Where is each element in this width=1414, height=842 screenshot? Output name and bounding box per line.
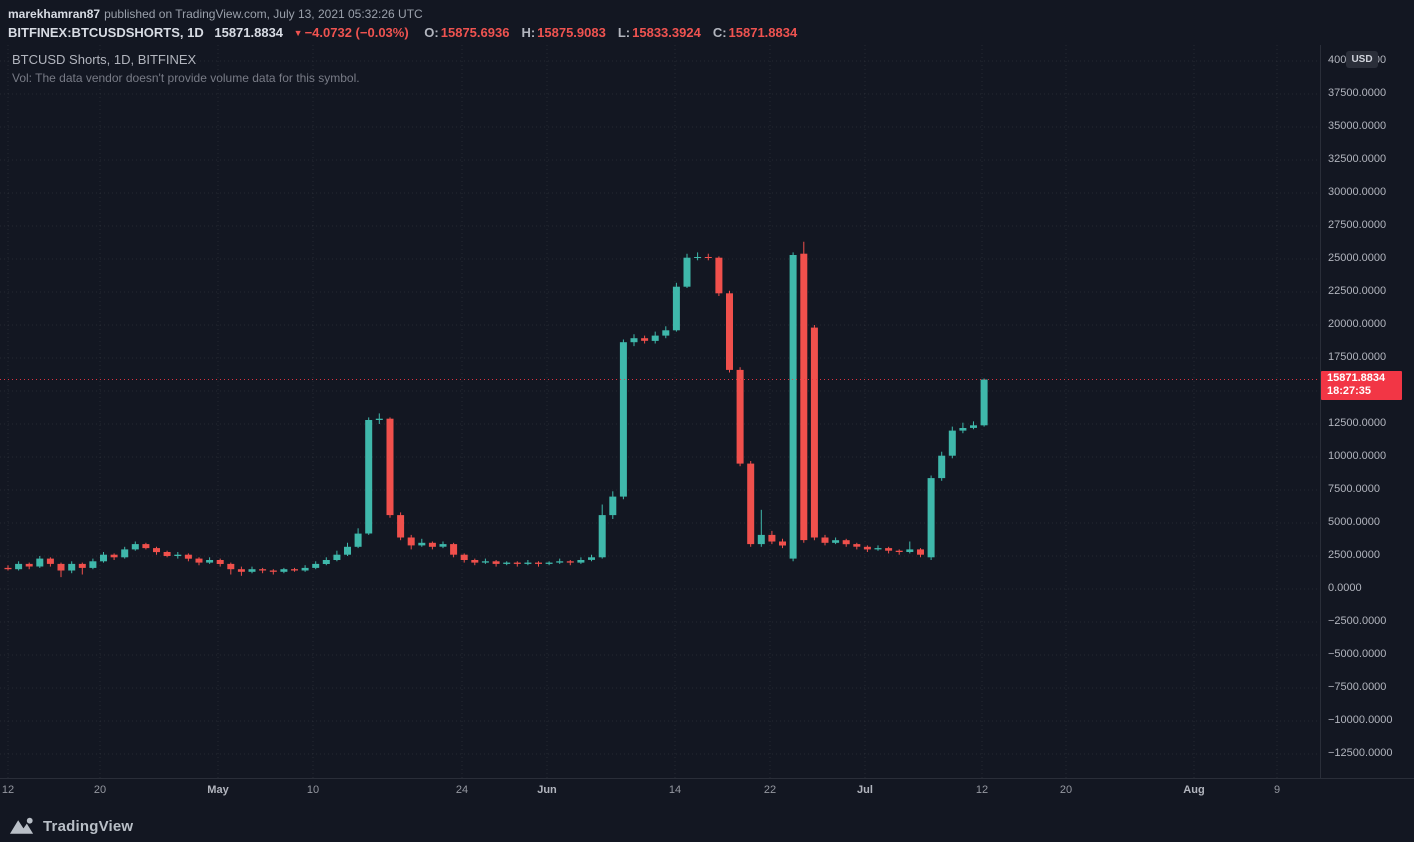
price-axis-label: 30000.0000 [1328,186,1387,198]
time-axis-label: 9 [1273,784,1281,796]
ohlc-c: C: 15871.8834 [712,25,798,40]
time-axis-label: 20 [93,784,107,796]
tradingview-logo-icon [9,816,36,836]
volume-note: Vol: The data vendor doesn't provide vol… [12,71,360,85]
price-axis[interactable]: USD 15871.8834 18:27:35 40000.000037500.… [1321,45,1414,778]
price-axis-label: 32500.0000 [1328,153,1387,165]
price-axis-label: −2500.0000 [1328,615,1387,627]
price-axis-label: 37500.0000 [1328,87,1387,99]
price-axis-label: −7500.0000 [1328,681,1387,693]
header-last-price: 15871.8834 [214,25,284,40]
price-axis-label: −5000.0000 [1328,648,1387,660]
price-axis-label: 17500.0000 [1328,351,1387,363]
price-axis-label: 5000.0000 [1328,516,1380,528]
time-axis-label: 24 [455,784,469,796]
time-axis[interactable]: 12 20 May 10 24 Jun 14 22 Jul 12 20 Aug 9 [0,778,1320,806]
time-axis-label: 12 [975,784,989,796]
author-username[interactable]: marekhamran87 [8,7,101,21]
publication-line: marekhamran87 published on TradingView.co… [8,7,1406,21]
ohlc-values: O: 15875.6936 H: 15875.9083 L: 15833.3924 C: 15… [412,25,797,40]
price-change: ▼ −4.0732 (−0.03%) [294,25,409,40]
time-axis-label: 10 [306,784,320,796]
time-axis-label: 14 [668,784,682,796]
currency-toggle-button[interactable]: USD [1346,51,1378,68]
down-arrow-icon: ▼ [293,28,303,38]
chart-legend: BTCUSD Shorts, 1D, BITFINEX Vol: The dat… [12,52,360,85]
price-axis-label: 0.0000 [1328,582,1362,594]
time-axis-label: May [207,784,229,796]
price-axis-label: 10000.0000 [1328,450,1387,462]
time-axis-label: 12 [1,784,15,796]
price-axis-label: 20000.0000 [1328,318,1387,330]
price-axis-label: 25000.0000 [1328,252,1387,264]
price-axis-label: 7500.0000 [1328,483,1380,495]
price-axis-label: 12500.0000 [1328,417,1387,429]
time-axis-label: 20 [1059,784,1073,796]
time-axis-label: 22 [763,784,777,796]
symbol-status-line: BITFINEX:BTCUSDSHORTS, 1D 15871.8834 ▼ −4… [8,25,1406,40]
price-axis-label: −10000.0000 [1328,714,1393,726]
ohlc-l: L: 15833.3924 [617,25,701,40]
time-axis-label: Jul [857,784,873,796]
price-axis-label: 22500.0000 [1328,285,1387,297]
price-axis-label: −12500.0000 [1328,747,1393,759]
last-price-label-value: 15871.8834 [1327,372,1386,385]
symbol-title[interactable]: BITFINEX:BTCUSDSHORTS, 1D [8,25,204,40]
ohlc-o: O: 15875.6936 [424,25,510,40]
publication-header: marekhamran87 published on TradingView.co… [0,0,1414,40]
bar-countdown: 18:27:35 [1327,385,1372,398]
price-axis-label: 35000.0000 [1328,120,1387,132]
time-axis-label: Aug [1183,784,1205,796]
chart-legend-title[interactable]: BTCUSD Shorts, 1D, BITFINEX [12,52,197,67]
change-value: −4.0732 (−0.03%) [304,25,409,40]
ohlc-h: H: 15875.9083 [521,25,606,40]
last-price-label: 15871.8834 18:27:35 [1321,371,1402,401]
time-axis-label: Jun [537,784,557,796]
tradingview-logo-text: TradingView [43,817,134,835]
tradingview-logo[interactable]: TradingView [9,816,133,836]
price-axis-label: 2500.0000 [1328,549,1380,561]
published-info: published on TradingView.com, July 13, 2… [104,7,423,21]
price-axis-label: 27500.0000 [1328,219,1387,231]
